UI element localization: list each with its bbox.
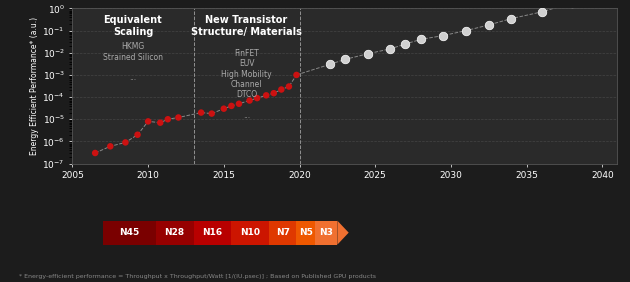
Point (324, 62, 335, 67)
Point (155, 120, 165, 125)
Point (507, 16, 517, 21)
Point (90, 151, 100, 155)
Point (292, 73, 302, 77)
Y-axis label: Energy Efficient Performance* (a.u.): Energy Efficient Performance* (a.u.) (30, 17, 40, 155)
Text: N45: N45 (119, 228, 139, 237)
Point (252, 96, 262, 100)
Point (105, 144, 115, 149)
Point (567, 1, 577, 5)
Point (284, 84, 294, 89)
Text: N16: N16 (202, 228, 222, 237)
Point (226, 104, 236, 108)
Text: N10: N10 (240, 228, 260, 237)
Point (537, 10, 547, 14)
Point (438, 33, 449, 38)
Point (120, 140, 130, 145)
Point (196, 110, 206, 115)
Point (132, 133, 142, 137)
Point (207, 111, 217, 116)
Point (277, 87, 287, 92)
Point (461, 28, 471, 33)
Text: N3: N3 (319, 228, 333, 237)
Point (234, 102, 244, 106)
Point (173, 115, 183, 120)
Text: N5: N5 (299, 228, 312, 237)
Text: N7: N7 (276, 228, 290, 237)
Text: * Energy-efficient performance = Throughput x Throughput/Watt [1/(IU.psec)] ; Ba: * Energy-efficient performance = Through… (19, 274, 376, 279)
Point (261, 93, 272, 98)
Point (363, 52, 373, 56)
Text: Equivalent
Scaling: Equivalent Scaling (103, 15, 163, 37)
Point (163, 117, 173, 122)
Point (416, 37, 426, 42)
Point (484, 23, 494, 27)
Text: N28: N28 (164, 228, 185, 237)
Point (269, 91, 279, 95)
Text: New Transistor
Structure/ Materials: New Transistor Structure/ Materials (191, 15, 302, 37)
Point (244, 98, 255, 103)
Point (340, 57, 350, 62)
Point (401, 42, 411, 46)
Text: HKMG
Strained Silicon

...: HKMG Strained Silicon ... (103, 42, 163, 82)
Point (143, 119, 153, 124)
Point (219, 106, 229, 111)
Point (386, 47, 396, 51)
Text: FinFET
EUV
High Mobility
Channel
DTCO

...: FinFET EUV High Mobility Channel DTCO ..… (221, 49, 272, 120)
